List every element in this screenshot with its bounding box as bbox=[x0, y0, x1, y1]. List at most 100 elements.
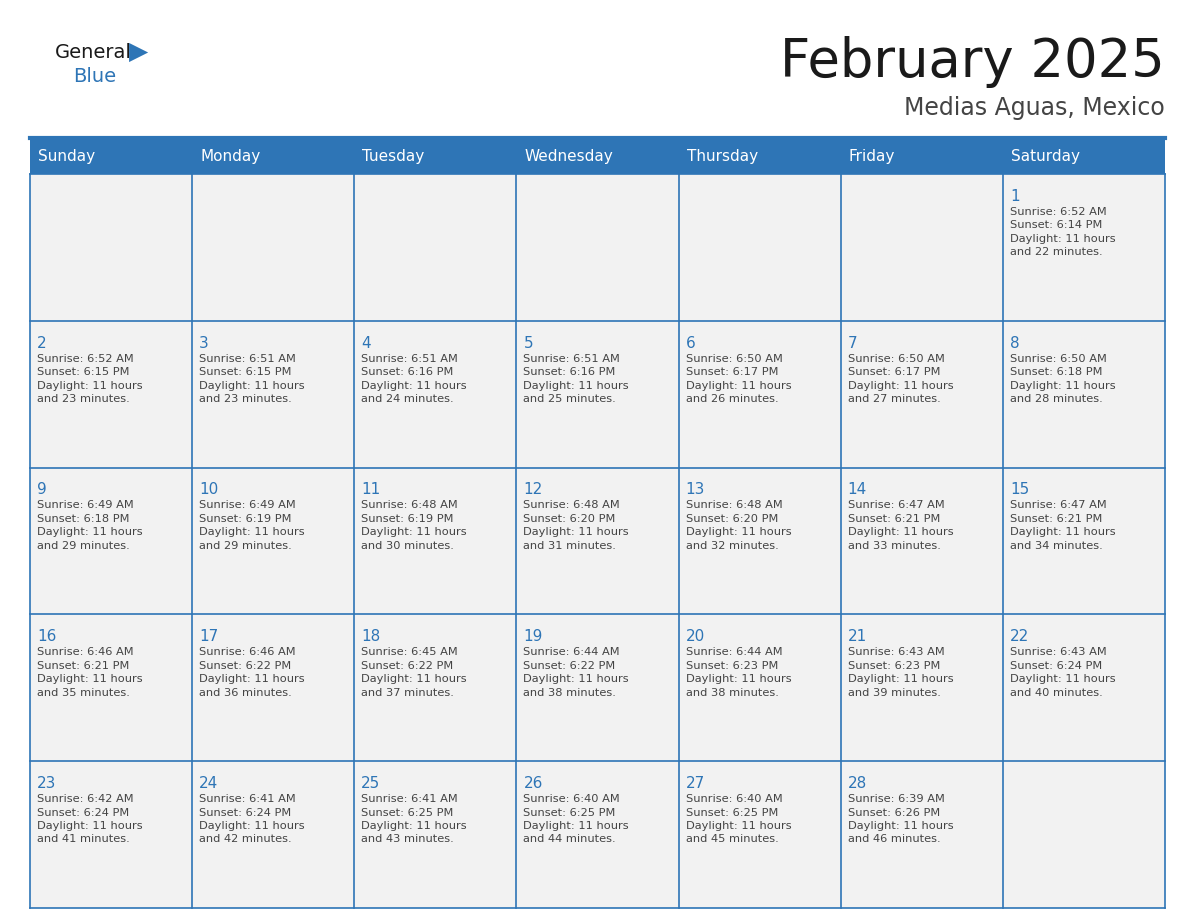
Text: 7: 7 bbox=[848, 336, 858, 351]
Bar bbox=[678, 174, 841, 320]
Text: Sunset: 6:14 PM: Sunset: 6:14 PM bbox=[1010, 220, 1102, 230]
Bar bbox=[841, 761, 1003, 908]
Text: Sunday: Sunday bbox=[38, 149, 95, 163]
Bar bbox=[517, 320, 678, 467]
Bar bbox=[678, 761, 841, 908]
Text: and 29 minutes.: and 29 minutes. bbox=[37, 541, 129, 551]
Text: and 34 minutes.: and 34 minutes. bbox=[1010, 541, 1102, 551]
Text: Daylight: 11 hours: Daylight: 11 hours bbox=[848, 674, 953, 684]
Text: and 26 minutes.: and 26 minutes. bbox=[685, 394, 778, 404]
Text: 27: 27 bbox=[685, 776, 704, 791]
Bar bbox=[192, 761, 354, 908]
Text: Sunrise: 6:47 AM: Sunrise: 6:47 AM bbox=[848, 500, 944, 510]
Text: Saturday: Saturday bbox=[1011, 149, 1080, 163]
Text: Sunrise: 6:46 AM: Sunrise: 6:46 AM bbox=[200, 647, 296, 657]
Text: Daylight: 11 hours: Daylight: 11 hours bbox=[848, 381, 953, 390]
Text: Sunrise: 6:44 AM: Sunrise: 6:44 AM bbox=[524, 647, 620, 657]
Text: 26: 26 bbox=[524, 776, 543, 791]
Text: 1: 1 bbox=[1010, 189, 1019, 204]
Text: Thursday: Thursday bbox=[687, 149, 758, 163]
Text: Sunrise: 6:41 AM: Sunrise: 6:41 AM bbox=[200, 794, 296, 804]
Text: Sunset: 6:26 PM: Sunset: 6:26 PM bbox=[848, 808, 940, 818]
Text: 14: 14 bbox=[848, 482, 867, 498]
Text: Sunset: 6:21 PM: Sunset: 6:21 PM bbox=[848, 514, 940, 524]
Bar bbox=[1003, 320, 1165, 467]
Text: Daylight: 11 hours: Daylight: 11 hours bbox=[37, 381, 143, 390]
Bar bbox=[354, 614, 517, 761]
Bar bbox=[841, 614, 1003, 761]
Text: Daylight: 11 hours: Daylight: 11 hours bbox=[361, 528, 467, 537]
Text: 16: 16 bbox=[37, 629, 56, 644]
Text: Daylight: 11 hours: Daylight: 11 hours bbox=[848, 528, 953, 537]
Text: Daylight: 11 hours: Daylight: 11 hours bbox=[685, 821, 791, 831]
Text: Daylight: 11 hours: Daylight: 11 hours bbox=[1010, 234, 1116, 244]
Text: Sunrise: 6:51 AM: Sunrise: 6:51 AM bbox=[524, 353, 620, 364]
Text: 21: 21 bbox=[848, 629, 867, 644]
Bar bbox=[354, 320, 517, 467]
Text: Sunset: 6:19 PM: Sunset: 6:19 PM bbox=[200, 514, 291, 524]
Bar bbox=[192, 614, 354, 761]
Bar bbox=[192, 320, 354, 467]
Text: and 25 minutes.: and 25 minutes. bbox=[524, 394, 617, 404]
Text: Sunset: 6:19 PM: Sunset: 6:19 PM bbox=[361, 514, 454, 524]
Text: Daylight: 11 hours: Daylight: 11 hours bbox=[37, 674, 143, 684]
Text: Tuesday: Tuesday bbox=[362, 149, 424, 163]
Text: ▶: ▶ bbox=[129, 40, 148, 64]
Text: Sunrise: 6:52 AM: Sunrise: 6:52 AM bbox=[1010, 207, 1106, 217]
Text: and 30 minutes.: and 30 minutes. bbox=[361, 541, 454, 551]
Text: Daylight: 11 hours: Daylight: 11 hours bbox=[1010, 674, 1116, 684]
Text: 28: 28 bbox=[848, 776, 867, 791]
Text: Daylight: 11 hours: Daylight: 11 hours bbox=[524, 381, 630, 390]
Text: and 46 minutes.: and 46 minutes. bbox=[848, 834, 941, 845]
Text: and 41 minutes.: and 41 minutes. bbox=[37, 834, 129, 845]
Text: Monday: Monday bbox=[200, 149, 260, 163]
Bar bbox=[354, 174, 517, 320]
Text: 11: 11 bbox=[361, 482, 380, 498]
Text: and 33 minutes.: and 33 minutes. bbox=[848, 541, 941, 551]
Text: Sunset: 6:24 PM: Sunset: 6:24 PM bbox=[37, 808, 129, 818]
Bar bbox=[30, 138, 1165, 174]
Text: Sunrise: 6:45 AM: Sunrise: 6:45 AM bbox=[361, 647, 459, 657]
Text: Sunset: 6:15 PM: Sunset: 6:15 PM bbox=[37, 367, 129, 377]
Text: Sunrise: 6:52 AM: Sunrise: 6:52 AM bbox=[37, 353, 134, 364]
Text: and 44 minutes.: and 44 minutes. bbox=[524, 834, 617, 845]
Text: Daylight: 11 hours: Daylight: 11 hours bbox=[361, 674, 467, 684]
Text: Sunrise: 6:46 AM: Sunrise: 6:46 AM bbox=[37, 647, 133, 657]
Bar bbox=[192, 467, 354, 614]
Text: Sunrise: 6:50 AM: Sunrise: 6:50 AM bbox=[848, 353, 944, 364]
Text: 18: 18 bbox=[361, 629, 380, 644]
Text: Sunset: 6:22 PM: Sunset: 6:22 PM bbox=[200, 661, 291, 671]
Text: 10: 10 bbox=[200, 482, 219, 498]
Text: Medias Aguas, Mexico: Medias Aguas, Mexico bbox=[904, 96, 1165, 120]
Text: Sunset: 6:23 PM: Sunset: 6:23 PM bbox=[848, 661, 940, 671]
Text: Sunrise: 6:50 AM: Sunrise: 6:50 AM bbox=[685, 353, 783, 364]
Text: and 28 minutes.: and 28 minutes. bbox=[1010, 394, 1102, 404]
Text: Sunset: 6:25 PM: Sunset: 6:25 PM bbox=[361, 808, 454, 818]
Text: Sunrise: 6:47 AM: Sunrise: 6:47 AM bbox=[1010, 500, 1106, 510]
Bar bbox=[1003, 467, 1165, 614]
Text: Sunset: 6:20 PM: Sunset: 6:20 PM bbox=[685, 514, 778, 524]
Text: Daylight: 11 hours: Daylight: 11 hours bbox=[685, 674, 791, 684]
Text: and 45 minutes.: and 45 minutes. bbox=[685, 834, 778, 845]
Text: and 24 minutes.: and 24 minutes. bbox=[361, 394, 454, 404]
Text: Daylight: 11 hours: Daylight: 11 hours bbox=[200, 381, 305, 390]
Text: 3: 3 bbox=[200, 336, 209, 351]
Text: Daylight: 11 hours: Daylight: 11 hours bbox=[37, 821, 143, 831]
Bar bbox=[30, 320, 192, 467]
Bar bbox=[30, 761, 192, 908]
Text: Daylight: 11 hours: Daylight: 11 hours bbox=[361, 821, 467, 831]
Bar bbox=[1003, 174, 1165, 320]
Text: Sunrise: 6:44 AM: Sunrise: 6:44 AM bbox=[685, 647, 782, 657]
Text: Sunrise: 6:48 AM: Sunrise: 6:48 AM bbox=[685, 500, 783, 510]
Text: Daylight: 11 hours: Daylight: 11 hours bbox=[361, 381, 467, 390]
Text: Sunset: 6:16 PM: Sunset: 6:16 PM bbox=[524, 367, 615, 377]
Text: Sunrise: 6:43 AM: Sunrise: 6:43 AM bbox=[848, 647, 944, 657]
Text: Daylight: 11 hours: Daylight: 11 hours bbox=[524, 821, 630, 831]
Text: Sunset: 6:21 PM: Sunset: 6:21 PM bbox=[37, 661, 129, 671]
Text: Daylight: 11 hours: Daylight: 11 hours bbox=[524, 528, 630, 537]
Text: Sunset: 6:20 PM: Sunset: 6:20 PM bbox=[524, 514, 615, 524]
Text: 25: 25 bbox=[361, 776, 380, 791]
Bar bbox=[517, 614, 678, 761]
Text: Daylight: 11 hours: Daylight: 11 hours bbox=[685, 381, 791, 390]
Text: and 36 minutes.: and 36 minutes. bbox=[200, 688, 292, 698]
